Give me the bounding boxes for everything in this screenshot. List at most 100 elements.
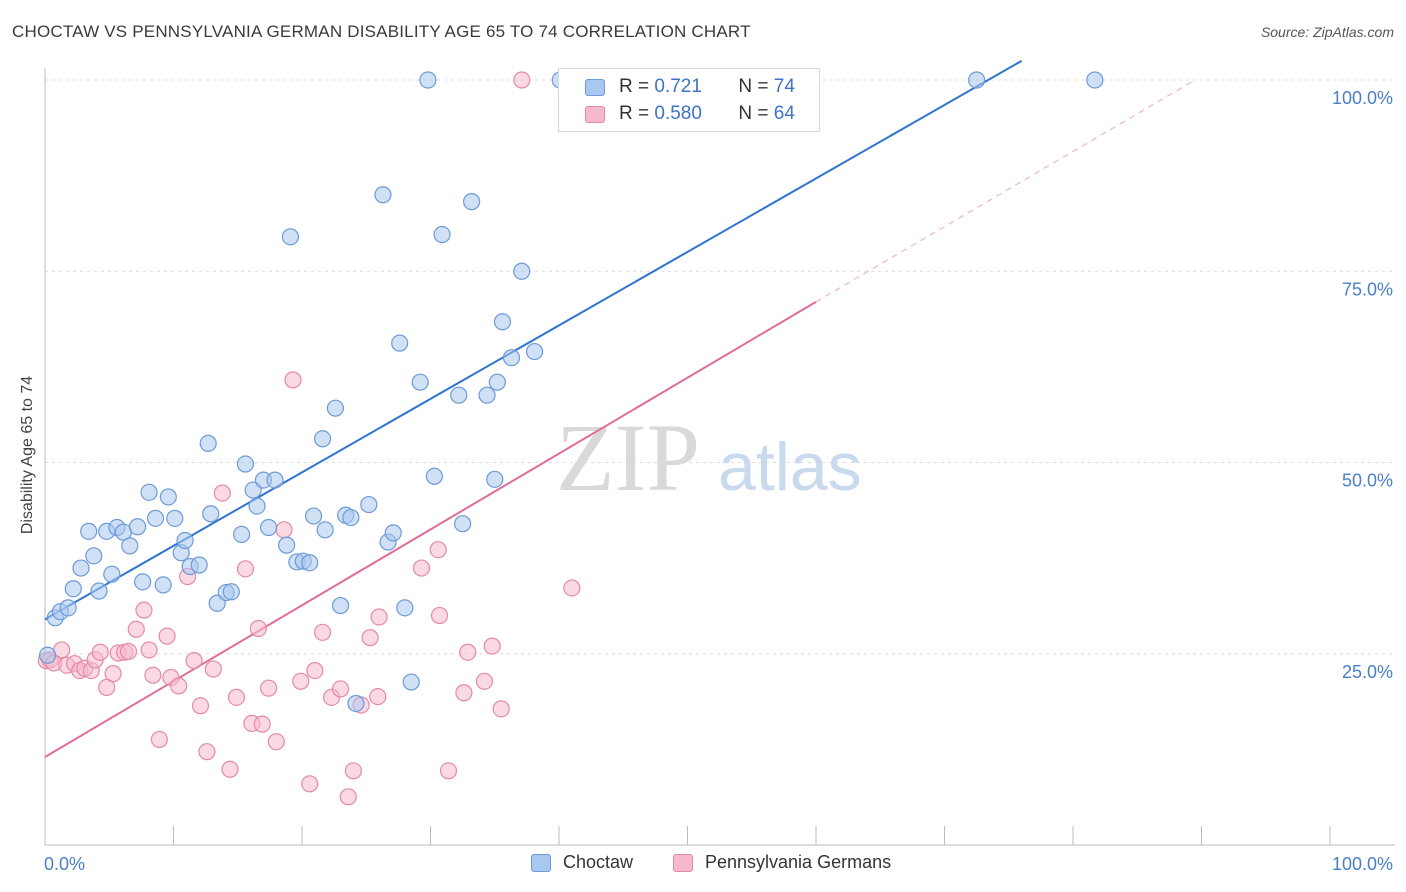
- point-choctaw: [233, 525, 251, 544]
- point-choctaw: [488, 373, 506, 391]
- point-choctaw: [396, 599, 414, 617]
- series-legend: Choctaw Pennsylvania Germans: [0, 852, 1406, 878]
- axes: [44, 68, 1395, 846]
- point-choctaw: [281, 228, 300, 246]
- point-choctaw: [374, 186, 392, 204]
- point-choctaw: [146, 509, 165, 527]
- point-choctaw: [199, 434, 217, 452]
- point-pennsylvania-germans: [313, 623, 332, 641]
- point-choctaw: [266, 471, 284, 489]
- point-pennsylvania-germans: [204, 660, 222, 678]
- trend-line-extension-pennsylvania-germans: [815, 79, 1196, 303]
- point-choctaw: [59, 599, 77, 617]
- point-choctaw: [525, 342, 544, 361]
- point-choctaw: [202, 505, 220, 523]
- point-choctaw: [342, 508, 360, 527]
- point-pennsylvania-germans: [191, 697, 210, 715]
- point-pennsylvania-germans: [306, 661, 324, 680]
- legend-swatch-choctaw: [585, 78, 605, 96]
- point-choctaw: [391, 334, 409, 352]
- point-choctaw: [454, 515, 472, 533]
- point-choctaw: [1086, 71, 1104, 89]
- point-choctaw: [326, 399, 345, 417]
- point-pennsylvania-germans: [267, 733, 285, 751]
- point-pennsylvania-germans: [369, 687, 387, 706]
- point-pennsylvania-germans: [339, 788, 357, 806]
- point-choctaw: [411, 373, 429, 391]
- point-pennsylvania-germans: [140, 641, 158, 659]
- point-choctaw: [425, 467, 443, 485]
- point-choctaw: [121, 537, 139, 555]
- point-pennsylvania-germans: [253, 715, 271, 733]
- point-pennsylvania-germans: [361, 629, 379, 647]
- x-tick-label: 0.0%: [44, 854, 85, 874]
- point-choctaw: [140, 483, 158, 501]
- x-tick-labels: 0.0% 100.0%: [44, 854, 1393, 874]
- point-pennsylvania-germans: [301, 775, 319, 793]
- point-choctaw: [316, 521, 334, 539]
- point-choctaw: [154, 576, 172, 594]
- legend-r-label: R =: [619, 103, 650, 124]
- point-choctaw: [64, 580, 82, 598]
- point-choctaw: [128, 518, 147, 536]
- y-tick-labels: 25.0% 50.0% 75.0% 100.0%: [1332, 88, 1393, 682]
- legend-r-label: R =: [619, 76, 650, 97]
- point-choctaw: [248, 497, 266, 515]
- point-pennsylvania-germans: [429, 541, 447, 559]
- series-swatch-pennsylvania-germans: [673, 853, 693, 872]
- point-choctaw: [236, 455, 255, 473]
- watermark: ZIP atlas: [556, 404, 862, 511]
- point-choctaw: [304, 507, 323, 525]
- point-choctaw: [513, 262, 531, 280]
- point-choctaw: [277, 536, 296, 554]
- point-pennsylvania-germans: [213, 484, 231, 502]
- point-choctaw: [159, 488, 177, 506]
- trend-line-pennsylvania-germans: [44, 300, 817, 758]
- correlation-legend: R = 0.721 N = 74 R = 0.580 N = 64: [558, 68, 820, 132]
- point-choctaw: [166, 509, 184, 527]
- x-tick-label: 100.0%: [1332, 854, 1393, 874]
- point-pennsylvania-germans: [292, 672, 310, 690]
- point-pennsylvania-germans: [455, 684, 473, 702]
- point-choctaw: [360, 495, 378, 514]
- point-pennsylvania-germans: [275, 521, 293, 539]
- point-choctaw: [486, 470, 504, 488]
- point-pennsylvania-germans: [221, 760, 239, 778]
- point-pennsylvania-germans: [459, 643, 477, 661]
- legend-swatch-pennsylvania-germans: [585, 105, 605, 123]
- point-pennsylvania-germans: [104, 665, 122, 683]
- legend-n-label: N =: [738, 103, 769, 124]
- point-choctaw: [478, 386, 496, 404]
- y-tick-label: 100.0%: [1332, 88, 1393, 108]
- point-choctaw: [419, 71, 437, 89]
- chart-title: CHOCTAW VS PENNSYLVANIA GERMAN DISABILIT…: [12, 22, 751, 41]
- series-legend-choctaw[interactable]: Choctaw: [531, 852, 633, 873]
- point-choctaw: [176, 531, 194, 550]
- point-pennsylvania-germans: [412, 559, 431, 577]
- y-tick-label: 50.0%: [1342, 471, 1393, 491]
- point-choctaw: [90, 582, 108, 600]
- point-pennsylvania-germans: [119, 642, 138, 661]
- point-choctaw: [80, 522, 98, 540]
- point-choctaw: [402, 673, 420, 691]
- point-choctaw: [347, 694, 365, 713]
- series-label-pennsylvania-germans: Pennsylvania Germans: [705, 852, 892, 872]
- point-pennsylvania-germans: [170, 677, 188, 695]
- point-pennsylvania-germans: [91, 643, 109, 661]
- point-pennsylvania-germans: [198, 743, 216, 761]
- point-choctaw: [463, 193, 481, 211]
- point-pennsylvania-germans: [135, 601, 153, 619]
- series-legend-pennsylvania-germans[interactable]: Pennsylvania Germans: [673, 852, 891, 873]
- watermark-atlas: atlas: [718, 429, 862, 505]
- point-pennsylvania-germans: [144, 666, 162, 684]
- legend-n-value: 74: [773, 76, 795, 97]
- point-choctaw: [85, 547, 103, 565]
- point-choctaw: [301, 554, 319, 572]
- point-choctaw: [72, 559, 90, 577]
- watermark-zip: ZIP: [556, 404, 700, 511]
- point-pennsylvania-germans: [259, 679, 278, 697]
- point-choctaw: [190, 556, 208, 574]
- data-points: [37, 71, 1104, 806]
- point-choctaw: [222, 583, 240, 601]
- point-pennsylvania-germans: [344, 762, 362, 780]
